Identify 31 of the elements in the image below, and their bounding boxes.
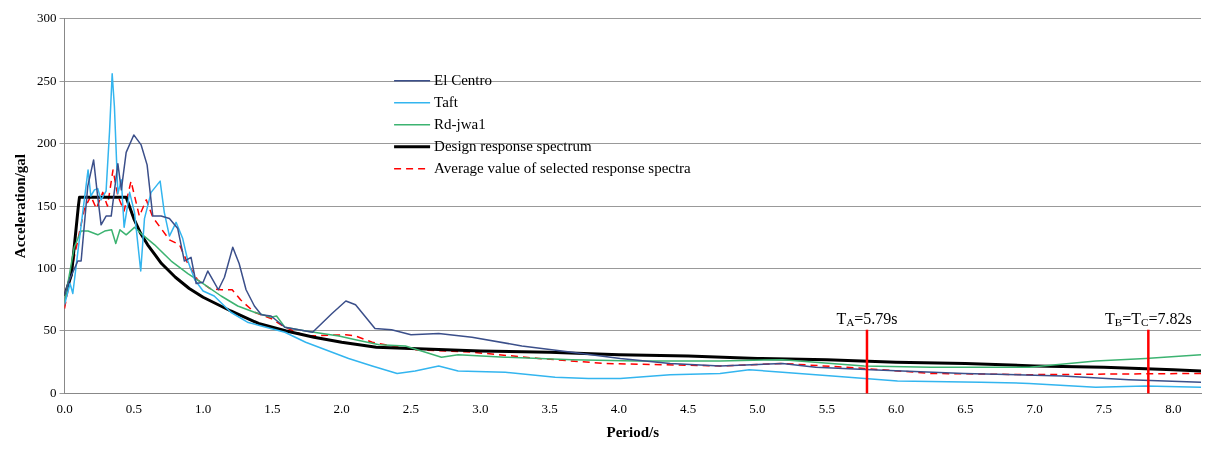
y-tick-label: 50 xyxy=(43,322,57,338)
legend-label: Design response spectrum xyxy=(434,137,592,154)
x-tick-label: 2.5 xyxy=(402,400,420,416)
x-tick-label: 0.5 xyxy=(125,400,142,416)
y-tick-label: 150 xyxy=(37,197,57,213)
legend-label: El Centro xyxy=(434,71,492,88)
x-tick-label: 8.0 xyxy=(1165,400,1182,416)
legend-label: Rd-jwa1 xyxy=(434,115,486,132)
x-tick-label: 5.5 xyxy=(818,400,835,416)
legend-label: Taft xyxy=(434,93,459,110)
y-tick-label: 100 xyxy=(37,259,57,275)
y-tick-label: 200 xyxy=(37,135,57,151)
x-axis-title: Period/s xyxy=(606,423,660,440)
y-tick-label: 250 xyxy=(37,72,57,88)
y-tick-label: 300 xyxy=(37,10,57,26)
x-tick-label: 6.5 xyxy=(957,400,974,416)
x-tick-label: 4.0 xyxy=(610,400,628,416)
x-tick-label: 5.0 xyxy=(749,400,766,416)
x-tick-label: 1.5 xyxy=(264,400,281,416)
x-tick-label: 1.0 xyxy=(194,400,212,416)
x-tick-label: 4.5 xyxy=(680,400,697,416)
x-tick-label: 3.5 xyxy=(541,400,558,416)
x-tick-label: 7.0 xyxy=(1026,400,1043,416)
x-tick-label: 3.0 xyxy=(472,400,489,416)
y-axis-title: Acceleration/gal xyxy=(11,154,28,259)
x-tick-label: 0.0 xyxy=(56,400,73,416)
legend-label: Average value of selected response spectra xyxy=(434,159,692,176)
y-tick-label: 0 xyxy=(50,384,57,400)
x-tick-label: 2.0 xyxy=(333,400,350,416)
x-tick-label: 7.5 xyxy=(1095,400,1113,416)
x-tick-label: 6.0 xyxy=(887,400,905,416)
